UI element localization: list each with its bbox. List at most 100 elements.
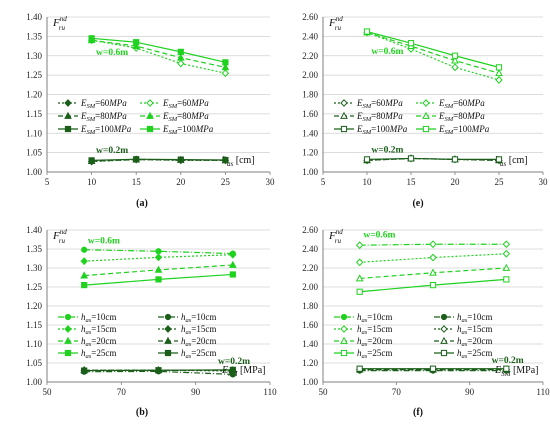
legend-main: E (356, 98, 363, 108)
data-point (355, 241, 364, 250)
panel-label: (e) (412, 198, 423, 209)
legend-sub: SM (169, 103, 178, 110)
y-label-sup: nd (60, 228, 68, 236)
legend-sub: SM (363, 116, 372, 123)
legend-marker (340, 125, 348, 133)
y-tick-label: 1.25 (26, 70, 42, 80)
legend-label: ESM=100MPa (438, 124, 490, 136)
legend-label: has=20cm (81, 336, 116, 348)
legend-label: ESM=60MPa (162, 98, 209, 110)
legend-rest: =100 (371, 124, 390, 134)
legend-rest: =20cm (367, 336, 392, 346)
legend-rest: =10cm (467, 312, 492, 322)
legend-marker (164, 325, 172, 333)
legend-marker (340, 325, 348, 333)
y-tick-label: 1.40 (302, 339, 318, 349)
y-tick-label: 1.80 (302, 301, 318, 311)
legend-label: ESM=60MPa (356, 98, 403, 110)
legend-marker (340, 349, 348, 357)
x-tick-label: 30 (539, 177, 549, 187)
legend-rest: =60 (95, 98, 110, 108)
legend-rest: =100 (177, 124, 196, 134)
y-tick-label: 1.10 (26, 128, 42, 138)
legend-sub: SM (87, 129, 96, 136)
legend-sub: as (462, 341, 468, 348)
data-point (88, 157, 95, 164)
series-line (366, 31, 500, 81)
legend-label: has=20cm (181, 336, 216, 348)
x-tick-label: 5 (321, 177, 326, 187)
y-tick-label: 1.35 (26, 31, 42, 41)
legend-marker (64, 325, 72, 333)
y-label-main: F (328, 17, 336, 29)
data-point (229, 250, 237, 259)
y-label-sup: nd (336, 228, 344, 236)
panel-label: (b) (136, 407, 148, 418)
legend-main: E (162, 124, 169, 134)
y-axis-label: Fnd ru (328, 15, 343, 32)
annotation-label: w=0.6m (363, 231, 395, 241)
legend-unit: MPa (466, 98, 485, 108)
y-tick-label: 1.30 (26, 51, 42, 61)
x-tick-label: 90 (191, 387, 201, 397)
legend-label: has=10cm (457, 312, 492, 324)
x-label-sub: SM (501, 370, 512, 378)
x-axis-label: ESM [MPa] (221, 365, 266, 378)
y-tick-label: 1.15 (26, 109, 42, 119)
y-tick-label: 1.00 (302, 377, 318, 387)
legend-marker (64, 125, 72, 133)
legend-main: h (81, 336, 86, 346)
data-point (222, 156, 229, 164)
x-label-unit: [cm] (506, 155, 527, 166)
legend-rest: =80 (453, 111, 468, 121)
data-point (363, 156, 371, 163)
legend-main: E (80, 111, 87, 121)
data-point (363, 28, 371, 35)
legend-sub: as (462, 353, 468, 360)
data-point (355, 274, 364, 282)
legend-marker (64, 336, 72, 344)
data-point (429, 282, 437, 289)
data-point (407, 40, 415, 47)
legend-main: E (438, 124, 445, 134)
legend-label: has=25cm (81, 348, 116, 360)
data-point (407, 155, 415, 162)
data-point (502, 249, 511, 258)
y-tick-label: 2.20 (302, 51, 318, 61)
legend-rest: =15cm (467, 324, 492, 334)
legend-main: E (438, 98, 445, 108)
series-line (366, 30, 500, 68)
y-label-sub: ru (59, 237, 66, 245)
y-tick-label: 1.00 (26, 377, 42, 387)
legend-label: has=10cm (357, 312, 392, 324)
legend-label: has=20cm (357, 336, 392, 348)
data-point (81, 282, 88, 289)
series-line (366, 31, 500, 74)
y-axis-label: Fnd ru (52, 15, 67, 32)
x-tick-label: 70 (392, 387, 402, 397)
x-tick-label: 5 (45, 177, 50, 187)
series-line (359, 243, 507, 246)
legend-marker (64, 111, 72, 119)
y-axis-label: Fnd ru (52, 228, 67, 245)
legend-label: ESM=80MPa (438, 111, 485, 123)
data-point (81, 367, 88, 374)
y-tick-label: 1.00 (302, 167, 318, 177)
legend-marker (340, 99, 348, 107)
x-tick-label: 90 (465, 387, 475, 397)
y-tick-label: 2.60 (302, 225, 318, 235)
data-point (228, 260, 237, 268)
legend-main: h (457, 336, 462, 346)
data-point (177, 59, 185, 68)
legend-rest: =15cm (367, 324, 392, 334)
y-tick-label: 1.20 (302, 148, 318, 158)
y-label-main: F (52, 17, 60, 29)
data-point (154, 265, 163, 273)
legend-label: ESM=80MPa (162, 111, 209, 123)
legend-label: has=25cm (457, 348, 492, 360)
legend-label: has=15cm (357, 324, 392, 336)
y-label-sub: ru (59, 24, 66, 32)
data-point (429, 253, 437, 262)
data-point (155, 248, 162, 255)
